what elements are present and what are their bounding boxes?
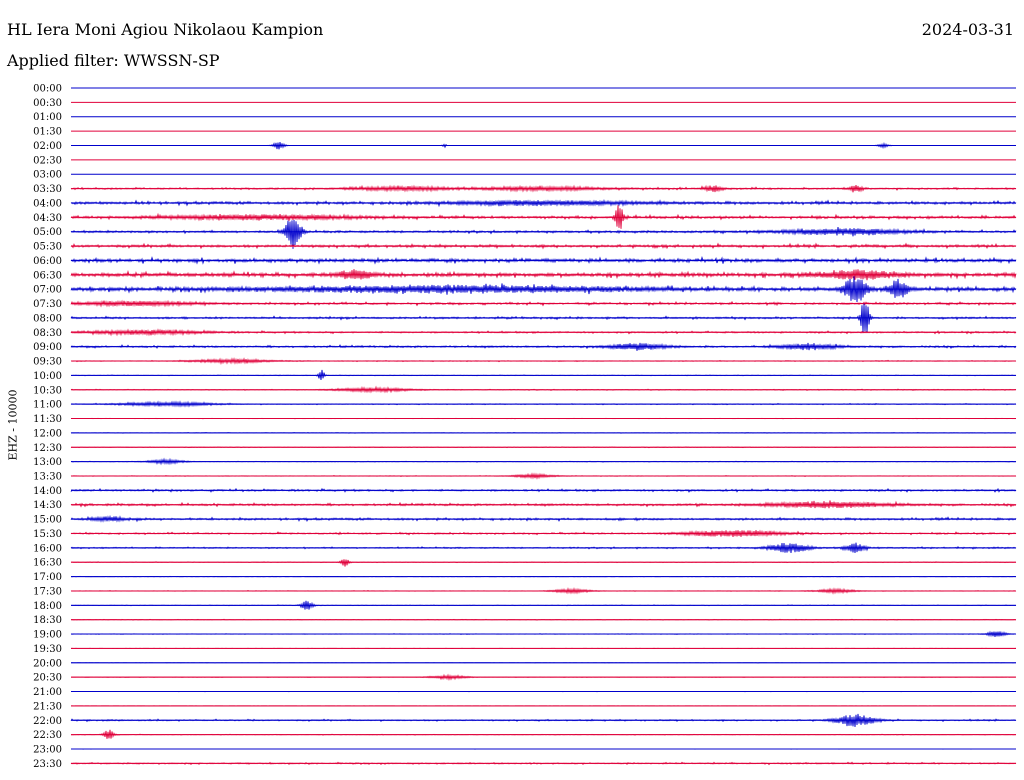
row-label: 11:00 [33, 400, 62, 411]
station-title: HL Iera Moni Agiou Nikolaou Kampion [7, 20, 324, 39]
row-label: 18:00 [33, 601, 62, 612]
seismic-trace [70, 303, 1017, 333]
row-label: 02:30 [33, 155, 62, 166]
row-label: 15:30 [33, 529, 62, 540]
seismic-trace [70, 673, 1017, 681]
seismic-trace [70, 542, 1017, 553]
row-label: 07:30 [33, 299, 62, 310]
row-label: 05:30 [33, 242, 62, 253]
seismic-trace [70, 457, 1017, 466]
row-label: 12:00 [33, 428, 62, 439]
row-label: 19:00 [33, 630, 62, 641]
row-label: 06:30 [33, 270, 62, 281]
seismic-trace [70, 761, 1017, 766]
seismic-trace [70, 276, 1017, 303]
row-label: 14:00 [33, 486, 62, 497]
row-label: 23:30 [33, 759, 62, 770]
row-label: 22:00 [33, 716, 62, 727]
row-label: 16:00 [33, 543, 62, 554]
row-label: 04:30 [33, 213, 62, 224]
row-label: 00:00 [33, 84, 62, 95]
row-label: 08:30 [33, 328, 62, 339]
row-label: 10:30 [33, 385, 62, 396]
filter-label: Applied filter: WWSSN-SP [7, 51, 220, 70]
row-label: 17:30 [33, 586, 62, 597]
seismic-trace [70, 342, 1017, 351]
seismic-trace [70, 269, 1017, 281]
seismic-trace [70, 446, 1017, 449]
seismic-trace [70, 630, 1017, 638]
row-label: 15:00 [33, 515, 62, 526]
row-label: 17:00 [33, 572, 62, 583]
row-label: 11:30 [33, 414, 62, 425]
seismic-trace [70, 255, 1017, 265]
row-label: 18:30 [33, 615, 62, 626]
row-label: 21:30 [33, 701, 62, 712]
seismic-trace [70, 729, 1017, 739]
seismic-trace [70, 369, 1017, 381]
row-label: 08:00 [33, 313, 62, 324]
seismic-trace [70, 184, 1017, 193]
row-label: 22:30 [33, 730, 62, 741]
row-label: 01:30 [33, 127, 62, 138]
seismic-trace [70, 618, 1017, 621]
seismic-trace [70, 600, 1017, 610]
row-label: 10:00 [33, 371, 62, 382]
row-label: 12:30 [33, 443, 62, 454]
seismic-trace [70, 587, 1017, 595]
seismic-trace [70, 205, 1017, 229]
row-label: 03:30 [33, 184, 62, 195]
row-label: 19:30 [33, 644, 62, 655]
seismic-trace [70, 199, 1017, 208]
seismic-trace [70, 357, 1017, 366]
row-label: 13:30 [33, 471, 62, 482]
row-label: 14:30 [33, 500, 62, 511]
seismic-trace [70, 500, 1017, 509]
seismic-trace [70, 299, 1017, 308]
seismic-trace [71, 141, 1016, 150]
row-label: 13:00 [33, 457, 62, 468]
row-label: 23:00 [33, 745, 62, 756]
row-label: 09:00 [33, 342, 62, 353]
row-label: 20:30 [33, 673, 62, 684]
row-label: 09:30 [33, 357, 62, 368]
seismic-trace [70, 713, 1017, 727]
row-label: 16:30 [33, 558, 62, 569]
seismic-trace [70, 487, 1017, 493]
row-label: 01:00 [33, 112, 62, 123]
seismic-trace [70, 529, 1017, 538]
record-date: 2024-03-31 [921, 20, 1014, 39]
row-label: 02:00 [33, 141, 62, 152]
row-label: 07:00 [33, 285, 62, 296]
row-label: 00:30 [33, 98, 62, 109]
row-label: 06:00 [33, 256, 62, 267]
seismic-trace [70, 385, 1017, 394]
row-label: 20:00 [33, 658, 62, 669]
seismic-trace [70, 472, 1017, 480]
row-label: 05:00 [33, 227, 62, 238]
row-label: 21:00 [33, 687, 62, 698]
row-label: 03:00 [33, 170, 62, 181]
seismic-trace [70, 559, 1017, 567]
seismic-trace [70, 431, 1017, 434]
seismic-trace [70, 328, 1017, 337]
seismic-trace [70, 242, 1017, 250]
seismic-trace [70, 219, 1017, 249]
seismic-trace [70, 400, 1017, 408]
seismic-trace [70, 514, 1017, 523]
row-label: 04:00 [33, 198, 62, 209]
